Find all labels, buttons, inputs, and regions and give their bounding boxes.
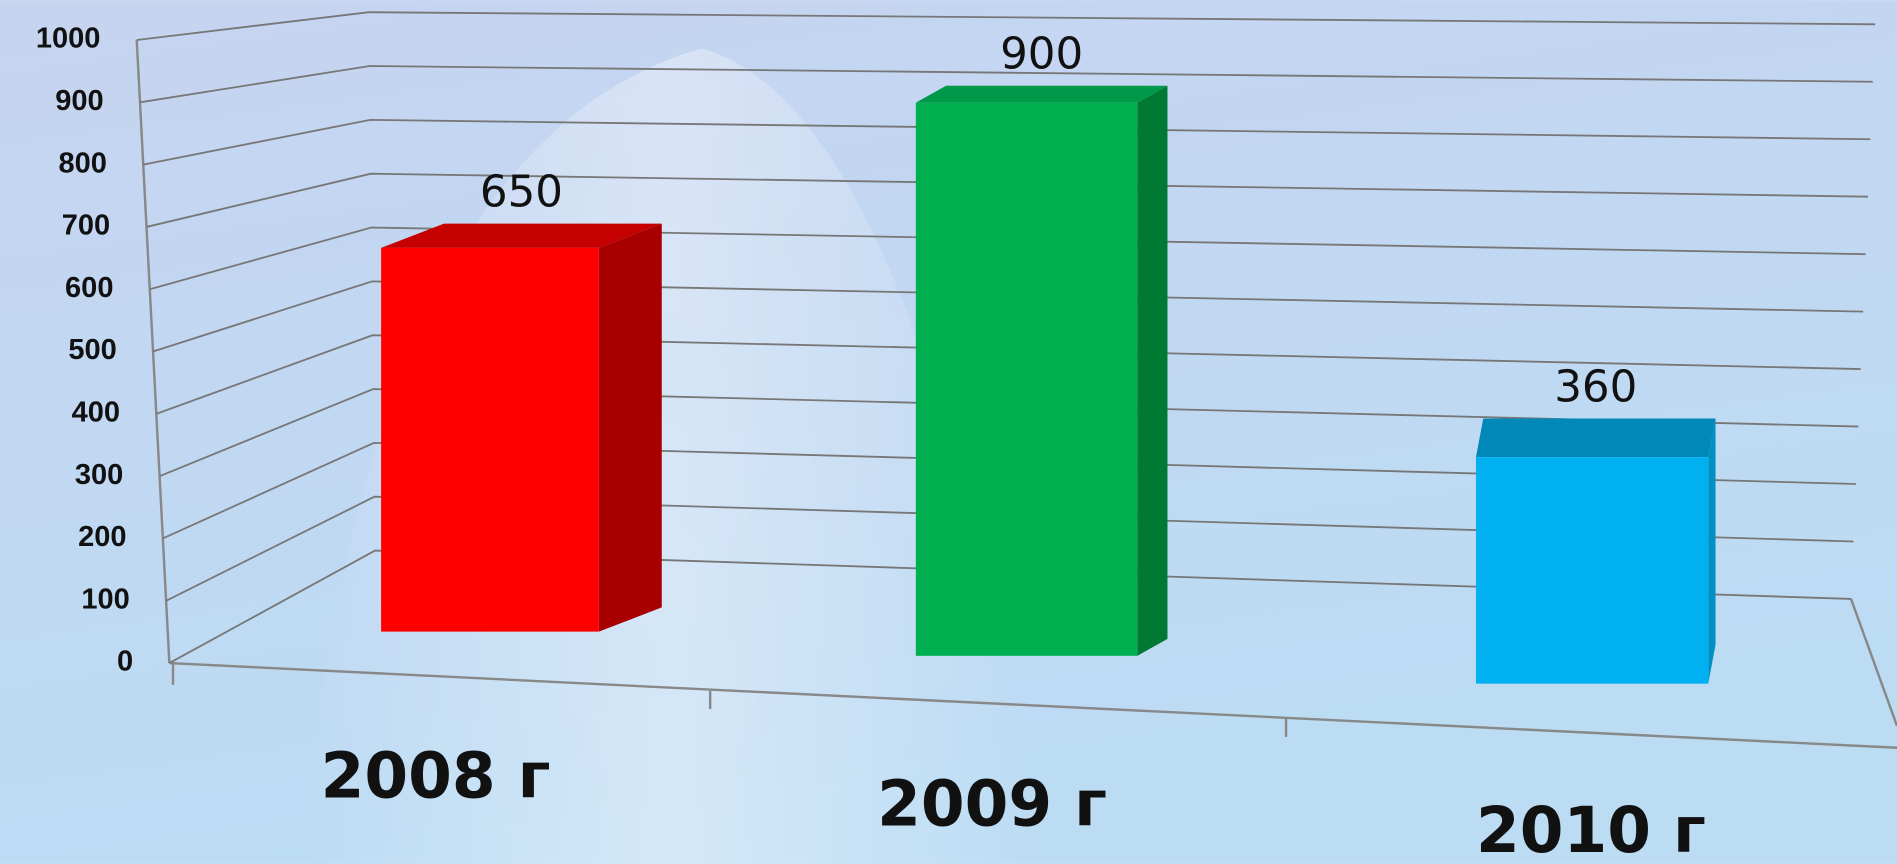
grid-line: [139, 65, 1873, 104]
grid-line: [143, 118, 1871, 166]
y-tick-label: 400: [72, 397, 120, 429]
y-tick-label: 500: [68, 334, 116, 366]
data-label: 900: [1000, 30, 1083, 80]
data-label: 650: [480, 168, 563, 218]
bar: [915, 102, 1138, 656]
bar: [381, 247, 599, 632]
y-tick-label: 0: [117, 646, 133, 678]
grid-line: [152, 280, 1864, 353]
y-tick-label: 900: [55, 85, 103, 117]
x-tick-label: 2008 г: [321, 740, 551, 813]
y-tick-label: 200: [78, 521, 126, 553]
bar: [1475, 457, 1709, 684]
bar-top: [1475, 418, 1716, 458]
grid-line: [159, 388, 1859, 477]
y-tick-label: 1000: [36, 23, 101, 55]
data-label: 360: [1554, 362, 1637, 412]
y-tick-label: 600: [65, 272, 113, 304]
y-tick-label: 300: [75, 459, 123, 491]
bar-side: [1137, 85, 1168, 656]
grid-line: [136, 11, 1876, 41]
grid-line: [165, 495, 1854, 602]
y-tick-label: 100: [81, 583, 129, 615]
grid-line: [149, 226, 1866, 291]
grid-line: [168, 549, 1852, 664]
floor-edge: [169, 598, 1897, 749]
axis-line: [135, 39, 171, 664]
bar-side: [1708, 418, 1716, 684]
grid-line: [155, 334, 1861, 415]
grid-line: [162, 441, 1856, 540]
y-tick-label: 700: [62, 210, 110, 242]
y-tick-label: 800: [59, 147, 107, 179]
bar-side: [598, 223, 662, 632]
grid-line: [146, 172, 1868, 228]
bar-top: [381, 223, 662, 248]
bar-top: [915, 85, 1168, 103]
x-tick-label: 2010 г: [1476, 794, 1706, 864]
x-tick-label: 2009 г: [877, 767, 1107, 840]
